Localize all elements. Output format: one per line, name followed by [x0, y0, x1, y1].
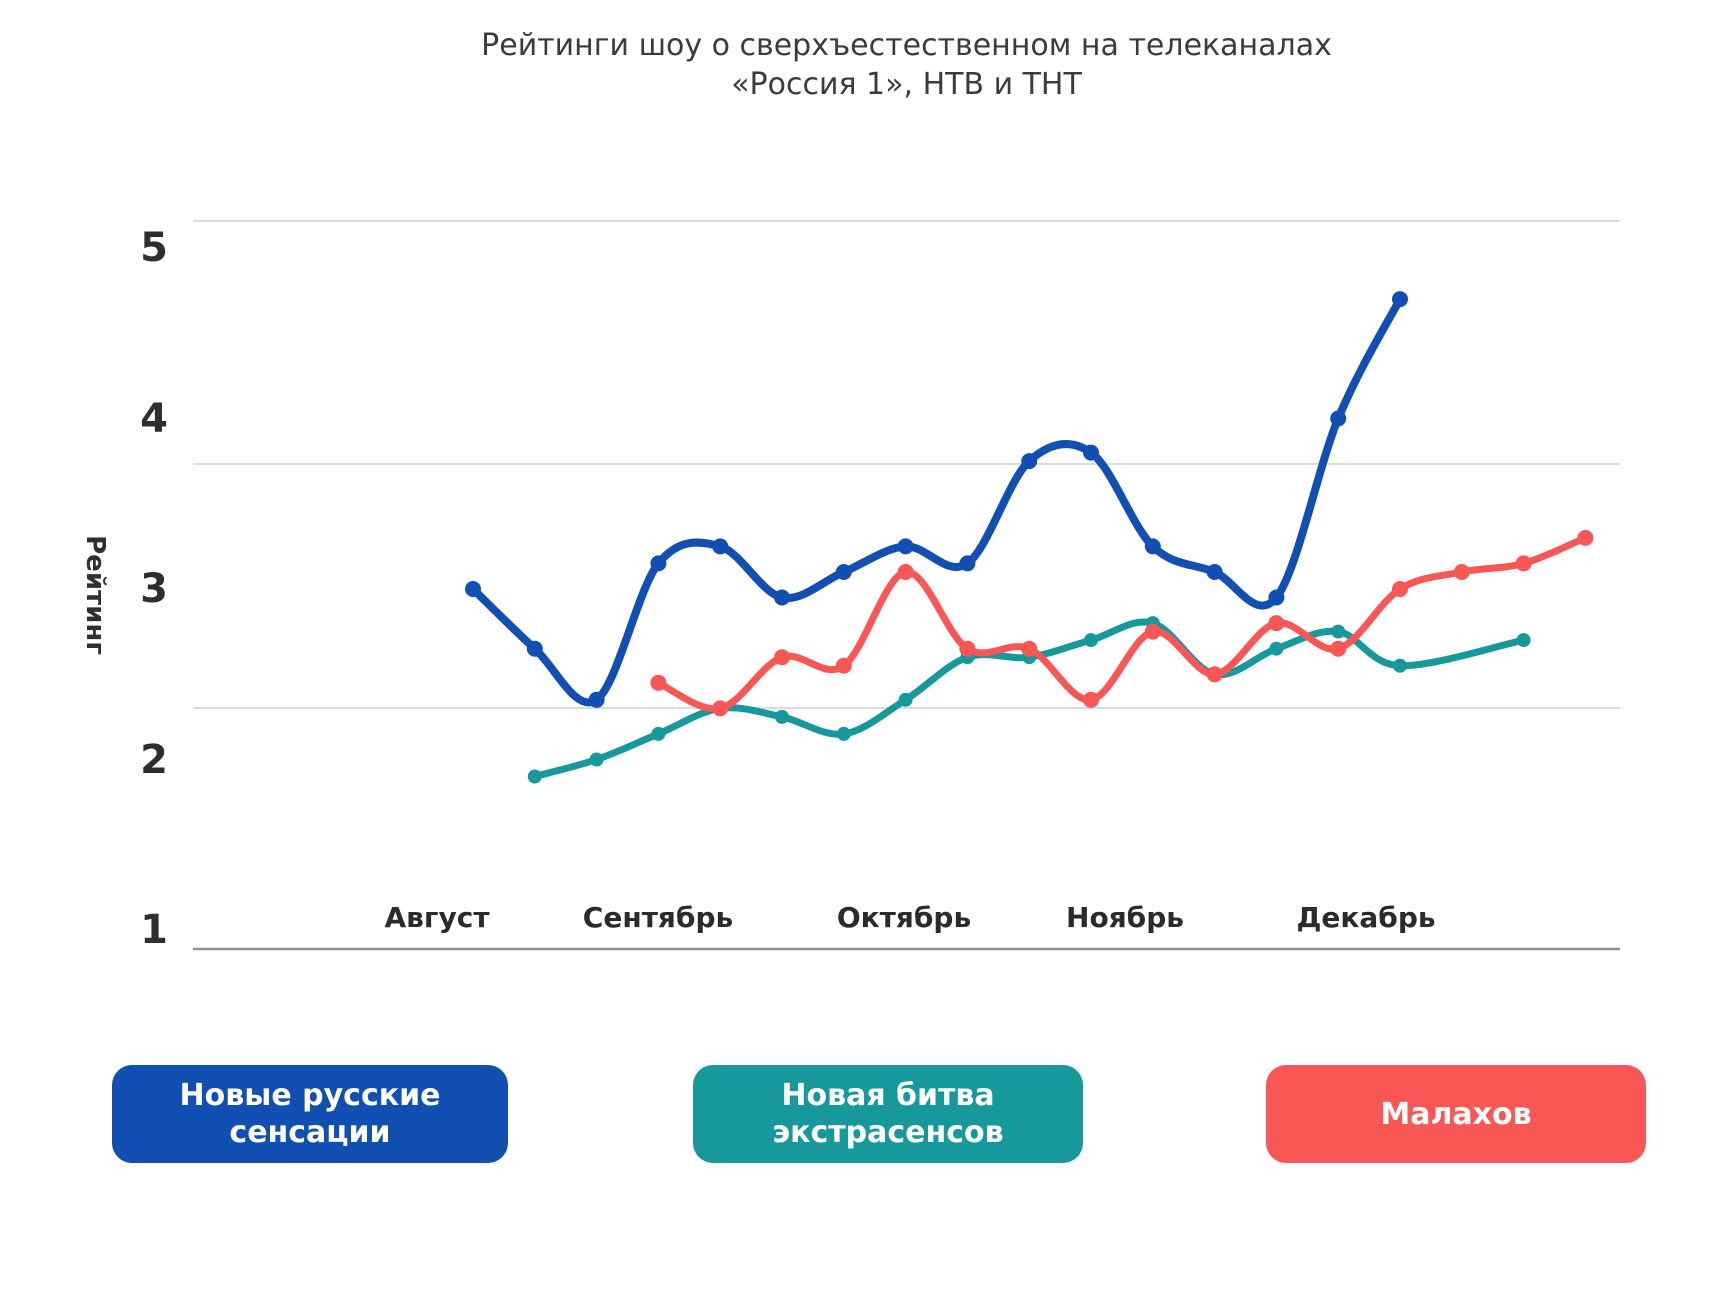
month-label-1: Август [384, 901, 490, 934]
data-point [959, 640, 976, 657]
data-point [1393, 658, 1407, 673]
data-point [650, 555, 667, 572]
data-point [651, 726, 666, 741]
data-point [835, 564, 852, 580]
data-point [712, 700, 729, 717]
month-label-3: Октябрь [836, 901, 972, 934]
month-label-4: Ноябрь [1066, 901, 1184, 934]
legend-button-0[interactable]: Новые русские сенсации [112, 1065, 508, 1163]
legend-button-2[interactable]: Малахов [1266, 1065, 1646, 1163]
legend-button-1[interactable]: Новая битва экстрасенсов [693, 1065, 1083, 1163]
data-point [1392, 291, 1408, 308]
series-2 [650, 529, 1594, 717]
y-tick-label: 2 [140, 736, 168, 783]
chart-title-line2: «Россия 1», НТВ и ТНТ [731, 67, 1082, 102]
data-point [774, 589, 790, 606]
data-point [1268, 589, 1285, 606]
legend-button-label: Малахов [1380, 1096, 1532, 1132]
data-point [897, 564, 914, 580]
data-point [1084, 633, 1098, 648]
data-point [774, 649, 790, 666]
data-point [1021, 640, 1038, 657]
chart-title-line1: Рейтинги шоу о сверхъестественном на тел… [481, 28, 1332, 63]
data-point [1206, 666, 1223, 683]
data-point [1330, 640, 1347, 657]
data-point [1144, 623, 1161, 640]
month-label-5: Декабрь [1296, 901, 1436, 934]
legend-button-label: Новая битва экстрасенсов [772, 1078, 1004, 1150]
data-point [898, 692, 913, 707]
data-point [1021, 453, 1038, 470]
month-label-2: Сентябрь [582, 901, 734, 934]
data-point [712, 538, 729, 555]
y-tick-label: 3 [140, 566, 168, 612]
data-point [588, 691, 605, 708]
series-line-2 [654, 534, 1589, 713]
legend-button-label: Новые русские сенсации [179, 1078, 441, 1150]
data-point [465, 581, 481, 597]
data-point [836, 726, 851, 741]
data-point [959, 555, 976, 572]
data-point [1515, 555, 1532, 572]
data-point [589, 752, 604, 767]
y-tick-label: 1 [140, 907, 168, 953]
data-point [1083, 691, 1099, 708]
data-point [650, 674, 667, 691]
data-point [1516, 633, 1531, 648]
data-point [1268, 615, 1285, 632]
data-point [1577, 529, 1594, 546]
y-tick-label: 4 [140, 395, 168, 442]
data-point [1330, 410, 1347, 427]
data-point [897, 538, 914, 555]
data-point [527, 769, 542, 784]
data-point [526, 640, 543, 657]
data-point [1392, 581, 1408, 597]
data-point [775, 709, 789, 724]
data-point [1453, 564, 1470, 580]
data-point [835, 657, 852, 674]
y-tick-label: 5 [140, 225, 168, 271]
data-point [1083, 444, 1099, 461]
series-line-0 [469, 295, 1404, 707]
data-point [1331, 624, 1346, 639]
chart-title: Рейтинги шоу о сверхъестественном на тел… [193, 26, 1620, 104]
series-0 [465, 291, 1408, 708]
series-line-1 [531, 618, 1528, 780]
data-point [1144, 538, 1161, 555]
data-point [1269, 641, 1284, 656]
data-point [1206, 564, 1223, 580]
